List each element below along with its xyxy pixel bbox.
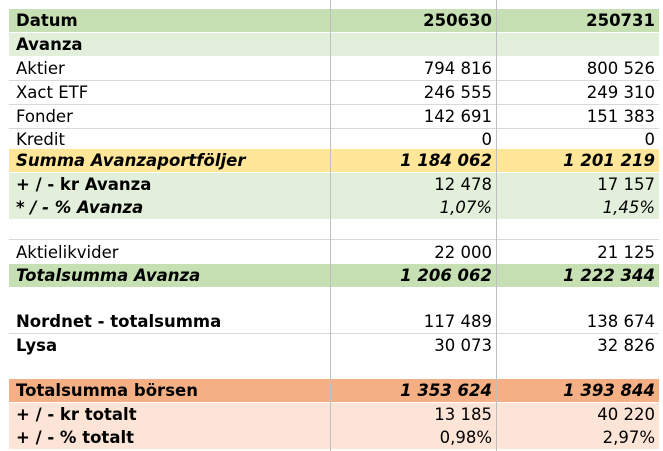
row-value-2: 2,97% [602, 428, 655, 447]
row-divider [9, 80, 659, 81]
row-value-2: 1 222 344 [563, 266, 655, 285]
row-value-1: 12 478 [434, 175, 492, 194]
row-label: Nordnet - totalsumma [16, 312, 222, 331]
lysa-row[interactable]: Lysa 30 073 32 826 [9, 334, 659, 357]
row-divider [9, 104, 659, 105]
row-value-2: 1 201 219 [563, 151, 655, 170]
column-divider [330, 0, 331, 451]
row-value-2: 151 383 [586, 107, 655, 126]
row-label: Xact ETF [16, 83, 89, 102]
row-value-1: 0 [481, 130, 493, 149]
row-label: Aktielikvider [16, 243, 119, 262]
row-label: + / - kr Avanza [16, 175, 152, 194]
row-label: * / - % Avanza [16, 198, 144, 217]
row-label: Summa Avanzaportföljer [16, 151, 246, 170]
column-divider [496, 0, 497, 451]
row-value-2: 17 157 [597, 175, 655, 194]
row-label: Aktier [16, 59, 65, 78]
table-row[interactable]: Fonder 142 691 151 383 [9, 105, 659, 128]
header-col2: 250731 [586, 11, 655, 30]
pct-totalt-row[interactable]: + / - % totalt 0,98% 2,97% [9, 426, 659, 449]
aktielikvider-row[interactable]: Aktielikvider 22 000 21 125 [9, 241, 659, 264]
row-label: Fonder [16, 107, 73, 126]
totalsumma-borsen-row[interactable]: Totalsumma börsen 1 353 624 1 393 844 [9, 379, 659, 402]
row-value-1: 1,07% [439, 198, 492, 217]
row-label: + / - % totalt [16, 428, 134, 447]
row-value-1: 1 353 624 [400, 381, 492, 400]
row-value-2: 800 526 [586, 59, 655, 78]
table-row[interactable]: Aktier 794 816 800 526 [9, 57, 659, 80]
row-value-2: 40 220 [597, 405, 655, 424]
row-value-2: 21 125 [597, 243, 655, 262]
summa-avanza-row[interactable]: Summa Avanzaportföljer 1 184 062 1 201 2… [9, 149, 659, 172]
row-value-1: 117 489 [423, 312, 492, 331]
row-label: + / - kr totalt [16, 405, 137, 424]
row-divider [9, 239, 659, 240]
row-value-1: 22 000 [434, 243, 492, 262]
row-value-1: 30 073 [434, 336, 492, 355]
row-value-1: 142 691 [423, 107, 492, 126]
row-divider [9, 333, 659, 334]
row-value-1: 1 206 062 [400, 266, 492, 285]
row-label: Lysa [16, 336, 58, 355]
avanza-section-title: Avanza [16, 35, 83, 54]
row-value-2: 1,45% [602, 198, 655, 217]
row-value-1: 13 185 [434, 405, 492, 424]
row-value-1: 246 555 [423, 83, 492, 102]
table-row[interactable]: Xact ETF 246 555 249 310 [9, 81, 659, 104]
row-value-2: 138 674 [586, 312, 655, 331]
row-label: Totalsumma börsen [16, 381, 198, 400]
row-label: Kredit [16, 130, 65, 149]
header-row[interactable]: Datum 250630 250731 [9, 9, 659, 32]
row-label: Totalsumma Avanza [16, 266, 201, 285]
totalsumma-avanza-row[interactable]: Totalsumma Avanza 1 206 062 1 222 344 [9, 264, 659, 287]
row-value-2: 1 393 844 [563, 381, 655, 400]
row-value-1: 794 816 [423, 59, 492, 78]
header-col1: 250630 [423, 11, 492, 30]
kr-totalt-row[interactable]: + / - kr totalt 13 185 40 220 [9, 403, 659, 426]
pct-avanza-row[interactable]: * / - % Avanza 1,07% 1,45% [9, 196, 659, 219]
row-value-1: 0,98% [439, 428, 492, 447]
kr-avanza-row[interactable]: + / - kr Avanza 12 478 17 157 [9, 173, 659, 196]
nordnet-row[interactable]: Nordnet - totalsumma 117 489 138 674 [9, 310, 659, 333]
row-divider [9, 128, 659, 129]
header-label: Datum [16, 11, 78, 30]
row-value-1: 1 184 062 [400, 151, 492, 170]
row-value-2: 249 310 [586, 83, 655, 102]
table-row[interactable]: Kredit 0 0 [9, 128, 659, 151]
row-value-2: 0 [644, 130, 656, 149]
avanza-section-row[interactable]: Avanza [9, 33, 659, 56]
row-value-2: 32 826 [597, 336, 655, 355]
